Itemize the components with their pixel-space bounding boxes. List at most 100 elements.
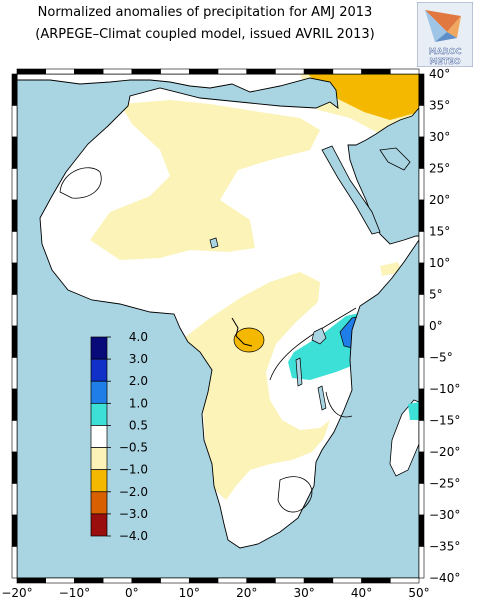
frame-tick-right — [418, 483, 425, 516]
frame-tick-top — [188, 68, 219, 75]
longitude-label: −20° — [1, 586, 32, 600]
longitude-label: 0° — [125, 586, 139, 600]
frame-tick-left — [11, 388, 18, 421]
frame-tick-left — [11, 420, 18, 453]
colorbar-label: 4.0 — [129, 330, 148, 344]
latitude-label: 30° — [429, 130, 450, 144]
congo-river — [231, 317, 253, 347]
longitude-label: 30° — [294, 586, 315, 600]
frame-tick-right — [418, 546, 425, 579]
red-sea — [321, 145, 381, 235]
frame-tick-right — [418, 294, 425, 327]
latitude-label: 25° — [429, 162, 450, 176]
contour-lines — [59, 167, 357, 513]
longitude-label: −10° — [59, 586, 90, 600]
latitude-label: −30° — [429, 508, 460, 522]
colorbar-band — [90, 491, 108, 515]
colorbar-label: −1.0 — [119, 463, 148, 477]
latitude-label: 40° — [429, 67, 450, 81]
latitude-label: 0° — [429, 319, 443, 333]
frame-tick-top — [246, 68, 276, 75]
logo-text-maroc: MAROC — [429, 47, 462, 56]
frame-tick-top — [160, 68, 190, 75]
frame-tick-left — [11, 357, 18, 390]
frame-tick-right — [418, 514, 425, 547]
frame-tick-left — [11, 231, 18, 264]
frame-tick-right — [418, 325, 425, 358]
frame-tick-bottom — [131, 577, 161, 584]
latitude-label: 35° — [429, 99, 450, 113]
frame-tick-left — [11, 514, 18, 547]
dry-area-central-africa — [184, 272, 330, 500]
latitude-label: −35° — [429, 540, 460, 554]
frame-tick-bottom — [217, 577, 248, 584]
colorbar-band — [90, 336, 108, 360]
longitude-label: 40° — [351, 586, 372, 600]
frame-tick-top — [102, 68, 133, 75]
colorbar-band — [90, 447, 108, 471]
colorbar-band — [90, 402, 108, 426]
frame-tick-bottom — [389, 577, 420, 584]
colorbar-band — [90, 469, 108, 493]
madagascar-wet-area — [408, 402, 419, 420]
maroc-meteo-logo: MAROC METEO — [417, 2, 473, 67]
frame-tick-bottom — [332, 577, 362, 584]
latitude-label: −40° — [429, 571, 460, 585]
frame-tick-bottom — [246, 577, 276, 584]
frame-tick-bottom — [361, 577, 391, 584]
colorbar-label: −4.0 — [119, 529, 148, 543]
frame-tick-left — [11, 136, 18, 169]
colorbar-label: 1.0 — [129, 396, 148, 410]
frame-tick-top — [131, 68, 161, 75]
latitude-labels: 40° 35° 30° 25° 20° 15° 10° 5° 0° −5° −10° −15° −20°… — [429, 67, 460, 585]
longitude-labels: −20° −10° 0° 10° 20° 30° 40° 50° — [1, 586, 429, 600]
colorbar-band — [90, 380, 108, 404]
latitude-label: −5° — [429, 351, 453, 365]
frame-tick-bottom — [74, 577, 104, 584]
logo-text-meteo: METEO — [429, 57, 460, 66]
latitude-label: −15° — [429, 414, 460, 428]
longitude-label: 50° — [408, 586, 429, 600]
lakes — [209, 237, 327, 411]
frame-tick-bottom — [188, 577, 219, 584]
strong-dry-area-middle-east — [308, 74, 419, 120]
frame-tick-top — [275, 68, 305, 75]
frame-tick-right — [418, 168, 425, 201]
frame-tick-top — [332, 68, 362, 75]
latitude-label: 20° — [429, 193, 450, 207]
frame-tick-top — [45, 68, 75, 75]
frame-tick-right — [418, 388, 425, 421]
frame-tick-left — [11, 73, 18, 106]
frame-tick-right — [418, 357, 425, 390]
frame-tick-bottom — [275, 577, 305, 584]
latitude-label: −25° — [429, 477, 460, 491]
colorbar-band — [90, 513, 108, 537]
persian-gulf — [379, 147, 411, 171]
frame-tick-top — [217, 68, 248, 75]
frame-tick-right — [418, 73, 425, 106]
frame-tick-top — [303, 68, 334, 75]
colorbar-label: 0.5 — [129, 418, 148, 432]
longitude-label: 20° — [236, 586, 257, 600]
colorbar-label: 2.0 — [129, 374, 148, 388]
frame-tick-right — [418, 199, 425, 232]
frame-tick-left — [11, 262, 18, 295]
frame-tick-right — [418, 105, 425, 138]
map-frame — [11, 68, 425, 584]
colorbar: 4.0 3.0 2.0 1.0 0.5 −0.5 −1.0 −2.0 −3.0 −4.0 — [90, 330, 148, 543]
latitude-label: 10° — [429, 256, 450, 270]
frame-tick-top — [16, 68, 47, 75]
colorbar-band — [90, 425, 108, 448]
frame-tick-left — [11, 546, 18, 579]
colorbar-label: −2.0 — [119, 485, 148, 499]
longitude-label: 10° — [179, 586, 200, 600]
map-subtitle: (ARPEGE–Climat coupled model, issued AVR… — [35, 27, 375, 42]
frame-tick-left — [11, 483, 18, 516]
frame-tick-bottom — [102, 577, 133, 584]
frame-tick-bottom — [303, 577, 334, 584]
frame-tick-right — [418, 231, 425, 264]
dry-area-sahara — [90, 100, 320, 260]
map-title: Normalized anomalies of precipitation fo… — [37, 5, 373, 20]
frame-tick-left — [11, 451, 18, 484]
